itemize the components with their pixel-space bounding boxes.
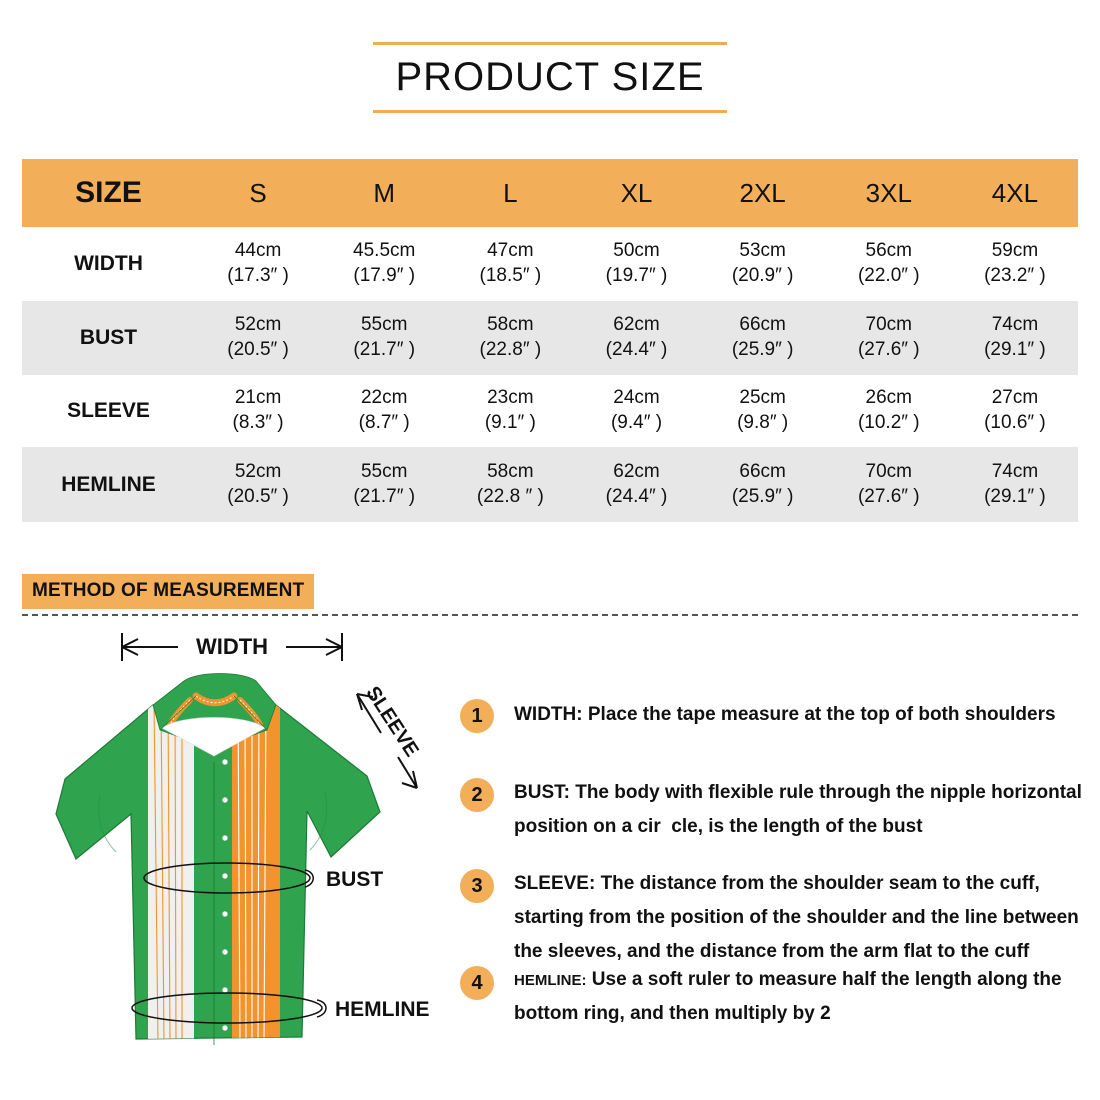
svg-text:SLEEVE: SLEEVE [361,683,422,761]
svg-text:BUST: BUST [326,868,383,891]
svg-text:WIDTH: WIDTH [196,634,268,659]
svg-text:HEMLINE: HEMLINE [335,998,430,1021]
